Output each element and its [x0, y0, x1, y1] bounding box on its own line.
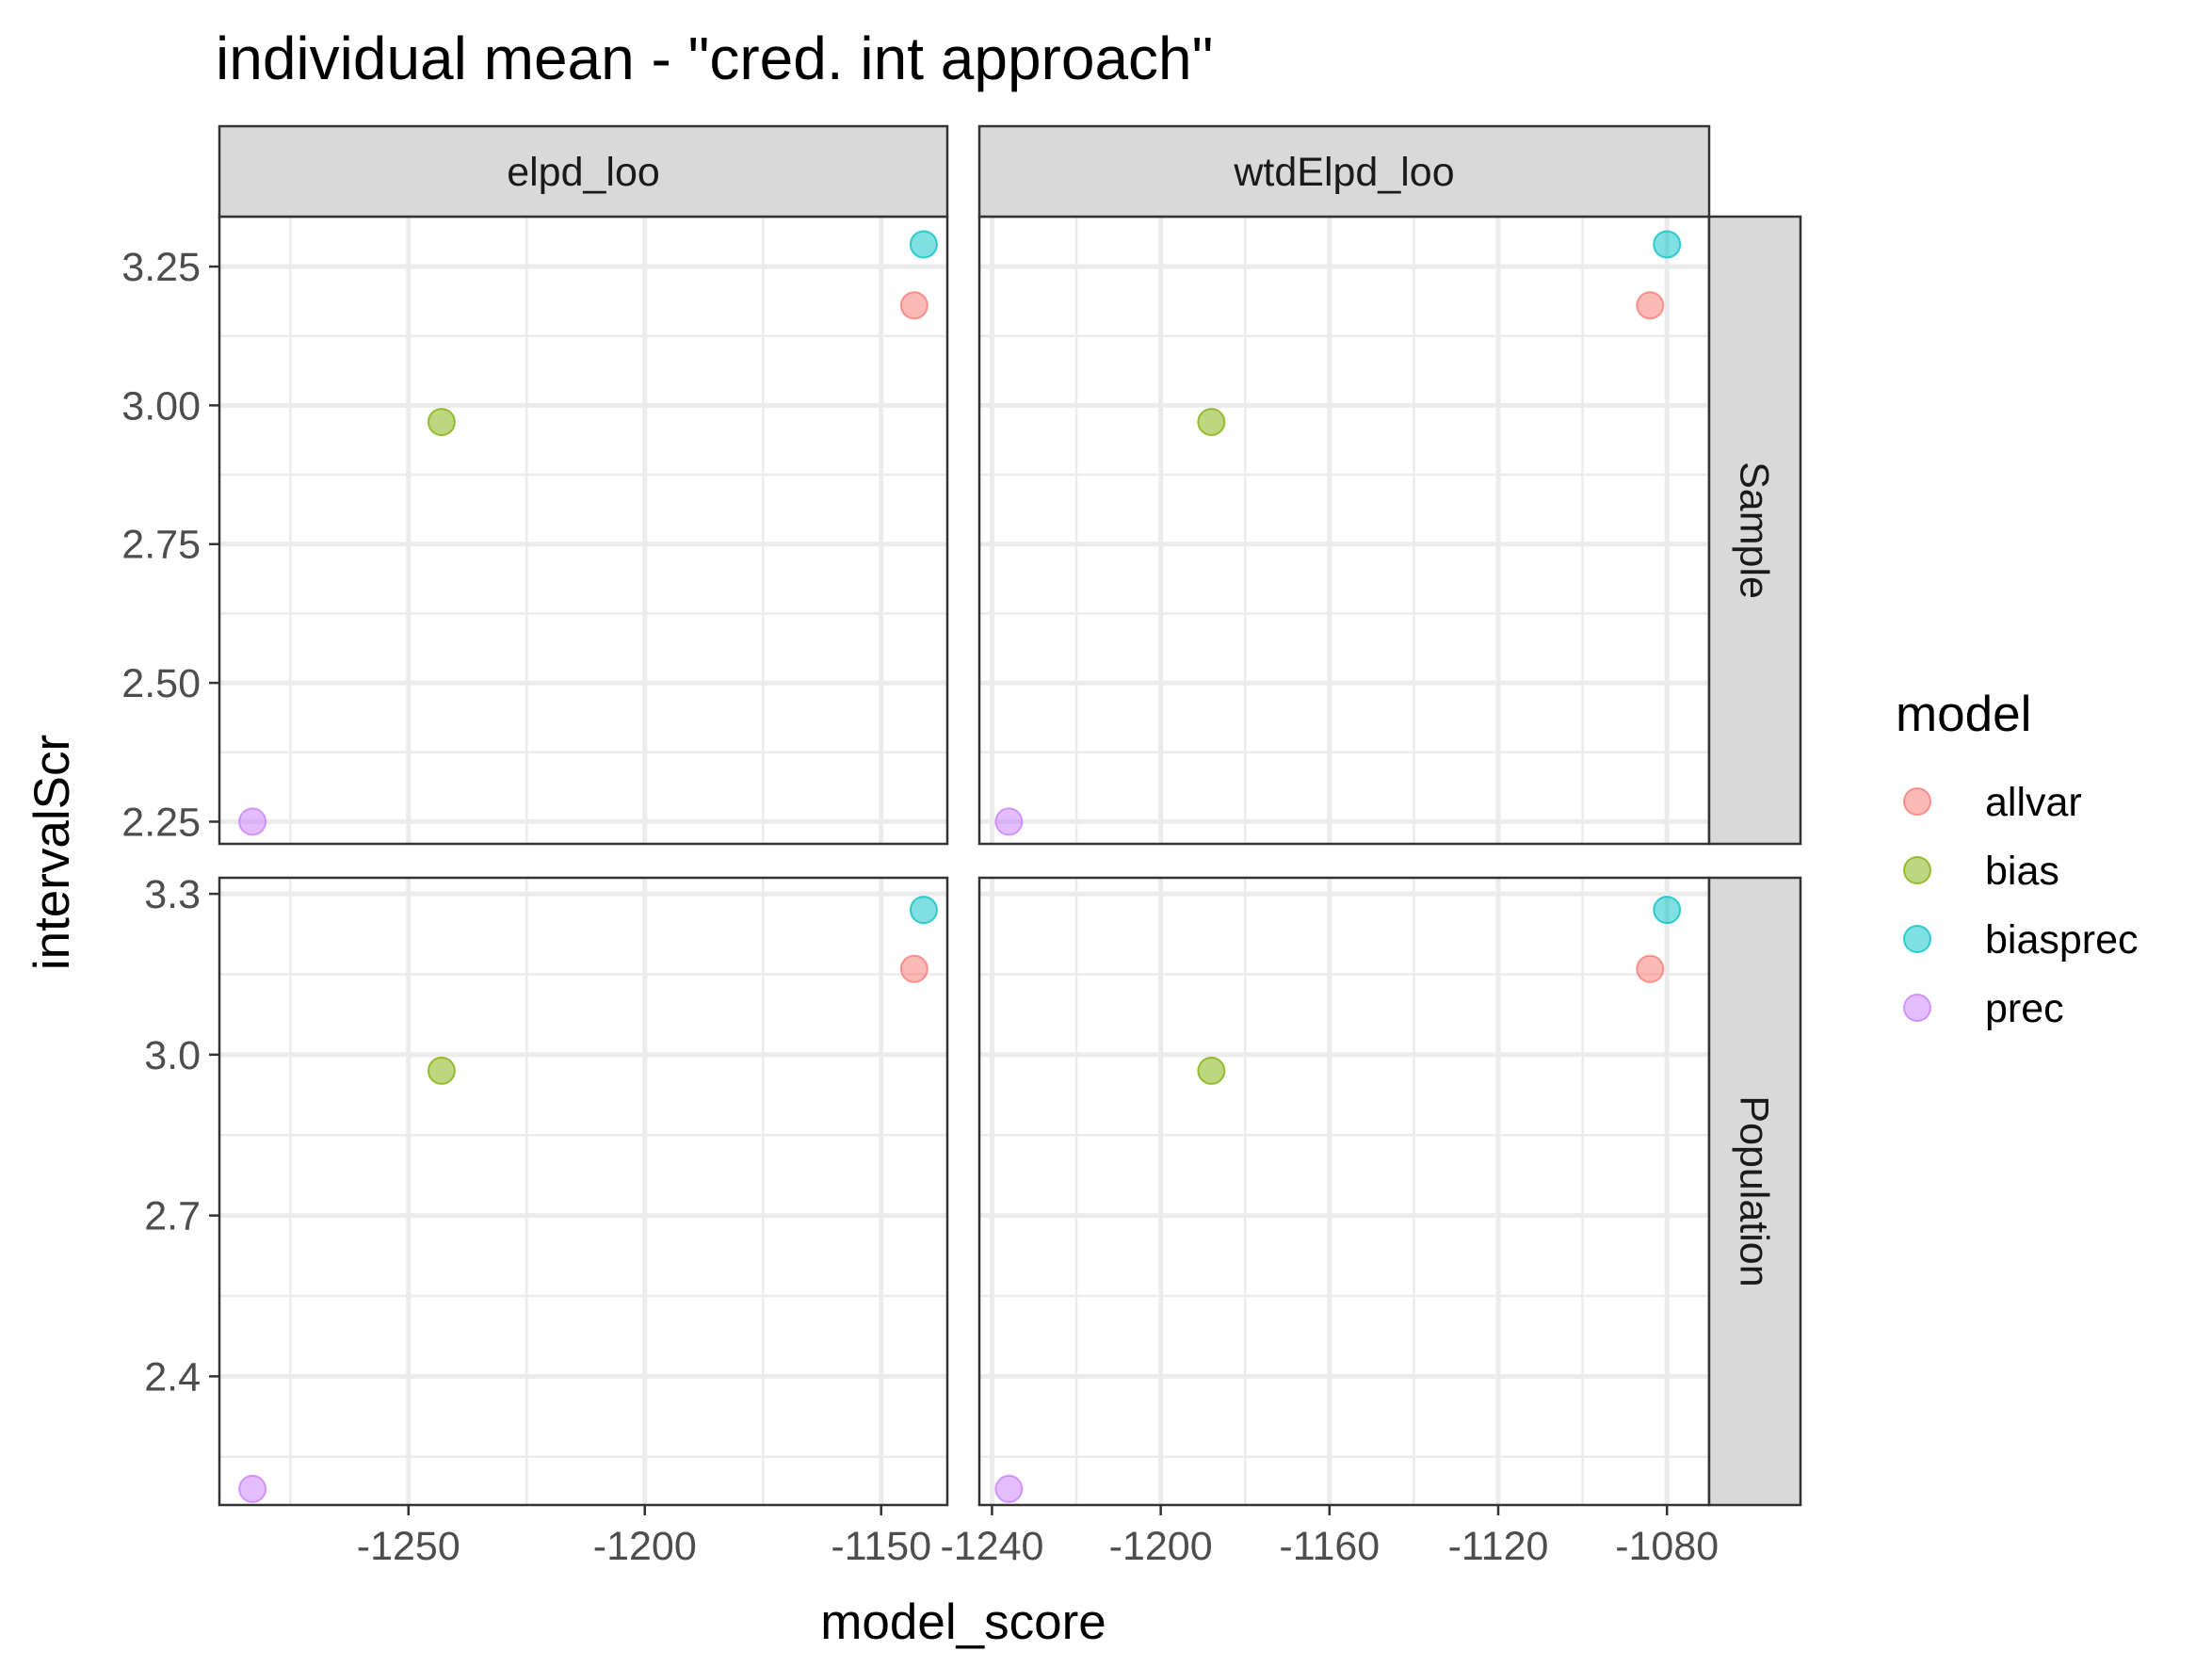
point-prec [994, 1474, 1024, 1503]
point-bias [1197, 1056, 1226, 1085]
strip-box [218, 124, 949, 218]
legend-label: bias [1985, 849, 2059, 894]
legend-key [1903, 856, 1931, 884]
x-tick-label: -1080 [1615, 1524, 1719, 1569]
y-axis-population: 2.4 2.7 3.0 3.3 [144, 872, 219, 1400]
y-tick-label: 3.00 [121, 383, 201, 429]
legend-item-bias: bias [1903, 849, 2059, 894]
legend-label: prec [1985, 986, 2064, 1031]
legend-key [1903, 994, 1931, 1022]
panels-layer: elpd_loo wtdElpd_loo Sample Population -1250… [121, 124, 1802, 1569]
point-biasprec [1653, 230, 1682, 259]
x-tick-label: -1150 [831, 1524, 931, 1569]
legend-item-prec: prec [1903, 986, 2064, 1031]
strip-label: Population [1732, 1095, 1777, 1287]
panel-border [218, 876, 949, 1507]
strip-right-sample: Sample [1707, 215, 1802, 846]
panel-background [219, 878, 947, 1505]
y-tick-label: 2.50 [121, 661, 201, 706]
point-prec [994, 807, 1024, 836]
legend-key [1903, 925, 1931, 953]
panel-elpd_loo-population [218, 876, 949, 1507]
point-biasprec [909, 230, 938, 259]
x-axis-elpd_loo: -1250 -1200 -1150 [357, 1505, 931, 1569]
legend-key [1903, 787, 1931, 816]
y-tick-label: 2.7 [144, 1194, 201, 1239]
strip-top-wtdElpd_loo: wtdElpd_loo [977, 124, 1711, 218]
panel-background [219, 217, 947, 844]
point-allvar [899, 291, 928, 320]
y-tick-label: 2.4 [144, 1354, 201, 1400]
point-allvar [899, 954, 928, 983]
legend-item-allvar: allvar [1903, 780, 2082, 825]
y-tick-label: 3.25 [121, 245, 201, 290]
x-tick-label: -1160 [1279, 1524, 1380, 1569]
y-tick-label: 2.25 [121, 800, 201, 845]
legend-label: allvar [1985, 780, 2082, 825]
y-tick-label: 3.0 [144, 1033, 201, 1078]
strip-label: elpd_loo [507, 150, 660, 195]
x-tick-label: -1120 [1448, 1524, 1549, 1569]
x-tick-label: -1200 [593, 1524, 697, 1569]
strip-label: wtdElpd_loo [1233, 150, 1454, 195]
x-tick-label: -1250 [357, 1524, 460, 1569]
legend-title: model [1896, 687, 2031, 742]
x-tick-label: -1200 [1109, 1524, 1213, 1569]
legend: model allvar bias biasprec prec [1896, 687, 2139, 1031]
y-axis-title: intervalScr [24, 735, 80, 970]
strip-box [977, 124, 1711, 218]
point-allvar [1636, 954, 1665, 983]
legend-label: biasprec [1985, 917, 2139, 963]
panel-background [979, 878, 1709, 1505]
y-axis-sample: 2.25 2.50 2.75 3.00 3.25 [121, 245, 219, 845]
legend-item-biasprec: biasprec [1903, 917, 2139, 963]
point-allvar [1636, 291, 1665, 320]
x-axis-title: model_score [820, 1594, 1106, 1650]
point-bias [1197, 408, 1226, 437]
point-biasprec [909, 896, 938, 925]
strip-top-elpd_loo: elpd_loo [218, 124, 949, 218]
y-tick-label: 2.75 [121, 523, 201, 568]
panel-wtdElpd_loo-sample [977, 215, 1711, 846]
panel-wtdElpd_loo-population [977, 876, 1711, 1507]
point-biasprec [1653, 896, 1682, 925]
strip-right-population: Population [1707, 876, 1802, 1507]
strip-box [1707, 215, 1802, 846]
chart-title: individual mean - "cred. int approach" [216, 24, 1213, 92]
point-prec [238, 807, 267, 836]
x-axis-wtdElpd_loo: -1240 -1200 -1160 -1120 -1080 [940, 1505, 1719, 1569]
legend-items: allvar bias biasprec prec [1903, 780, 2139, 1031]
point-prec [238, 1474, 267, 1503]
x-tick-label: -1240 [940, 1524, 1043, 1569]
panel-elpd_loo-sample [218, 215, 949, 846]
strip-label: Sample [1732, 461, 1777, 599]
panel-background [979, 217, 1709, 844]
point-bias [427, 408, 456, 437]
strip-box [1707, 876, 1802, 1507]
y-tick-label: 3.3 [144, 872, 201, 917]
point-bias [427, 1056, 456, 1085]
